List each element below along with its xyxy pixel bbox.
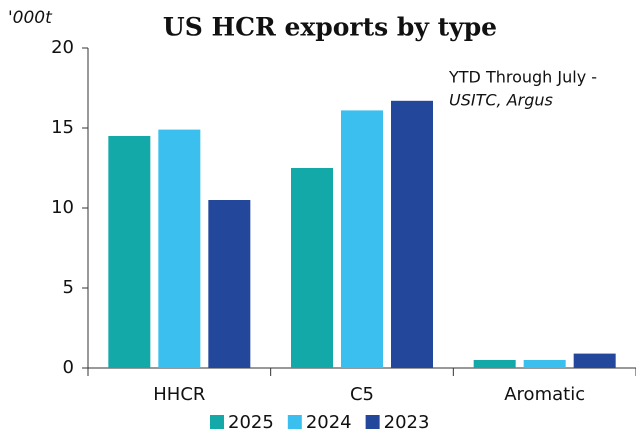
- y-tick-label: 5: [63, 277, 74, 298]
- x-tick-label: C5: [350, 384, 374, 405]
- y-axis-label: '000t: [8, 8, 53, 28]
- bar: [473, 360, 516, 368]
- annotation: YTD Through July -: [448, 68, 597, 87]
- bar: [391, 100, 433, 369]
- bar: [291, 168, 333, 368]
- x-tick-label: Aromatic: [504, 384, 585, 405]
- bar: [208, 200, 251, 368]
- y-tick-label: 10: [51, 197, 74, 218]
- legend-swatch: [365, 415, 380, 429]
- y-tick-label: 15: [51, 117, 74, 138]
- chart-title: US HCR exports by type: [163, 13, 497, 42]
- legend-label: 2024: [306, 412, 352, 433]
- annotation: USITC, Argus: [449, 91, 553, 110]
- bar: [108, 136, 151, 368]
- legend-label: 2023: [384, 412, 430, 433]
- bar: [573, 353, 616, 368]
- y-tick-label: 0: [63, 357, 74, 378]
- legend-swatch: [287, 415, 302, 429]
- y-tick-label: 20: [51, 37, 74, 58]
- bar: [523, 360, 566, 368]
- legend-swatch: [210, 415, 224, 429]
- legend-label: 2025: [228, 412, 274, 433]
- bar: [341, 110, 383, 369]
- x-tick-label: HHCR: [153, 384, 205, 405]
- bar: [158, 129, 201, 368]
